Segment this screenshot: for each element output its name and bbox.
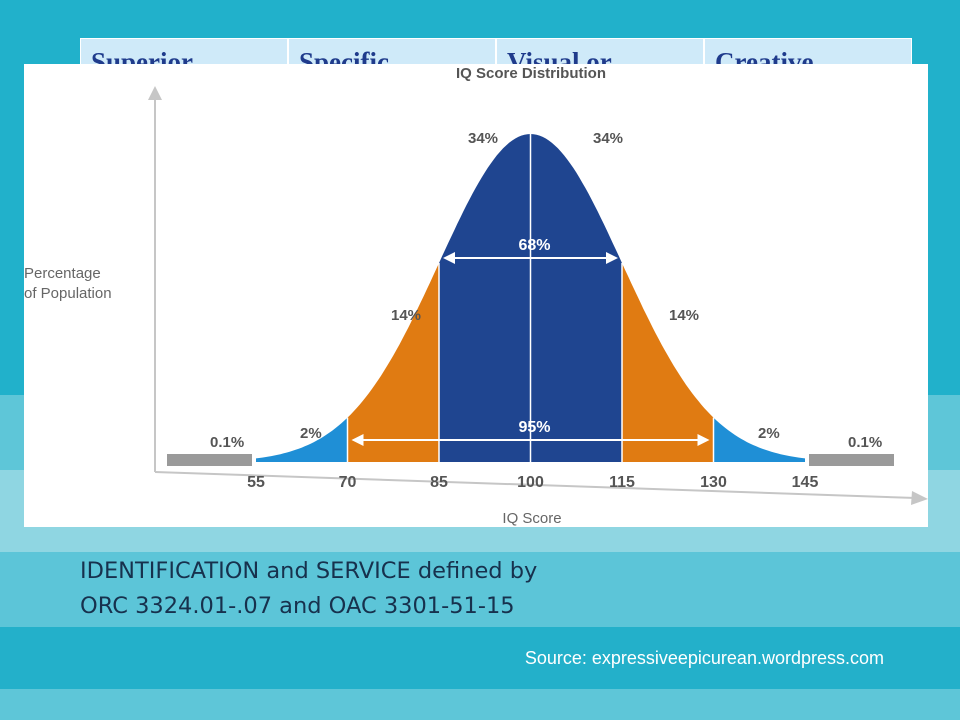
y-axis-label-line2: of Population — [24, 285, 112, 302]
background-band — [0, 627, 960, 689]
distribution-segment-4 — [530, 134, 622, 462]
distribution-segment-6 — [713, 417, 805, 462]
range-arrow-head-left-0 — [443, 252, 455, 264]
tail-segment-7 — [809, 454, 894, 466]
range-arrow-head-right-0 — [606, 252, 618, 264]
segment-label-4: 34% — [593, 130, 623, 147]
x-tick-label-100: 100 — [517, 474, 544, 491]
background-band — [0, 552, 960, 627]
x-tick-label-85: 85 — [430, 474, 448, 491]
x-tick-label-130: 130 — [700, 474, 727, 491]
segment-label-2: 14% — [391, 307, 421, 324]
caption-line-2: ORC 3324.01-.07 and OAC 3301-51-15 — [80, 593, 515, 619]
segment-label-6: 2% — [758, 425, 780, 442]
chart-canvas: IQ Score Distribution Percentage of Popu… — [24, 65, 928, 527]
segment-label-5: 14% — [669, 307, 699, 324]
header-table: Superior Specific Visual or Creative — [80, 38, 912, 78]
distribution-segment-3 — [439, 134, 531, 462]
x-axis-arrow — [911, 491, 928, 505]
range-arrow-head-right-1 — [697, 434, 710, 446]
caption: IDENTIFICATION and SERVICE defined by OR… — [80, 554, 537, 624]
background-band — [0, 689, 960, 720]
range-arrow-head-left-1 — [351, 434, 364, 446]
segment-label-7: 0.1% — [848, 434, 882, 451]
segment-label-3: 34% — [468, 130, 498, 147]
range-label-1: 95% — [518, 419, 550, 436]
distribution-segment-2 — [347, 263, 439, 462]
y-axis-arrow — [148, 86, 162, 100]
y-axis-label-line1: Percentage — [24, 265, 101, 282]
chart-title: IQ Score Distribution — [456, 65, 606, 82]
x-axis-line — [154, 471, 917, 499]
x-tick-label-145: 145 — [792, 474, 819, 491]
range-label-0: 68% — [518, 237, 550, 254]
caption-line-1: IDENTIFICATION and SERVICE defined by — [80, 558, 538, 584]
distribution-segment-5 — [622, 263, 714, 462]
x-tick-label-115: 115 — [609, 474, 635, 491]
iq-distribution-chart: IQ Score Distribution Percentage of Popu… — [24, 64, 928, 527]
tail-segment-0 — [167, 454, 252, 466]
x-tick-label-70: 70 — [339, 474, 357, 491]
source-credit: Source: expressiveepicurean.wordpress.co… — [524, 648, 884, 668]
x-axis-label: IQ Score — [502, 510, 561, 527]
distribution-segment-1 — [256, 417, 348, 462]
x-tick-label-55: 55 — [247, 474, 265, 491]
segment-label-1: 2% — [300, 425, 322, 442]
segment-label-0: 0.1% — [210, 434, 244, 451]
